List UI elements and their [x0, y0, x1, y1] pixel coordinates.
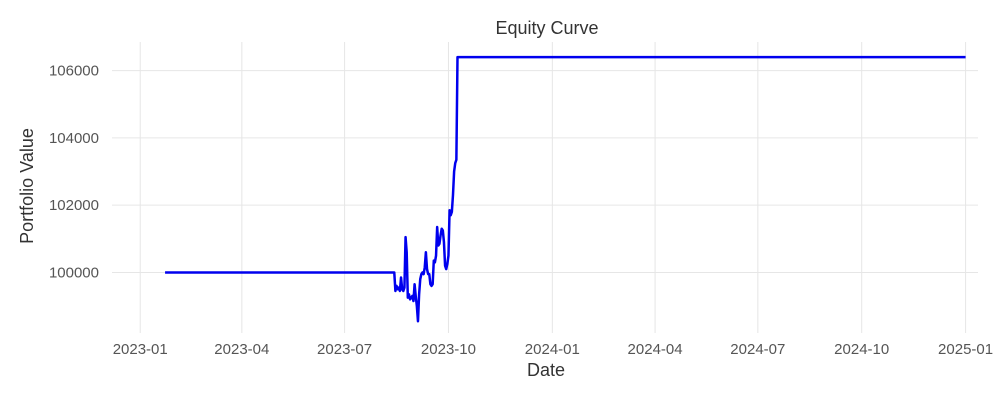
series-line [165, 55, 966, 323]
x-tick-label: 2023-04 [214, 341, 269, 358]
x-tick-label: 2024-10 [834, 341, 889, 358]
x-tick-label: 2023-01 [113, 341, 168, 358]
x-tick-label: 2024-07 [730, 341, 785, 358]
y-axis-title: Portfolio Value [17, 128, 37, 244]
chart-title: Equity Curve [495, 18, 598, 38]
x-axis-title: Date [527, 360, 565, 380]
y-tick-label: 106000 [49, 63, 99, 80]
x-tick-label: 2024-04 [628, 341, 683, 358]
x-tick-label: 2023-10 [421, 341, 476, 358]
x-tick-label: 2025-01 [938, 341, 993, 358]
x-axis-ticks: 2023-01 2023-04 2023-07 2023-10 2024-01 2024-… [113, 341, 993, 358]
grid-lines [112, 42, 978, 333]
y-tick-label: 100000 [49, 264, 99, 281]
x-tick-label: 2023-07 [317, 341, 372, 358]
y-axis-ticks: 100000 102000 104000 106000 [49, 63, 99, 282]
x-tick-label: 2024-01 [525, 341, 580, 358]
y-tick-label: 104000 [49, 130, 99, 147]
y-tick-label: 102000 [49, 197, 99, 214]
